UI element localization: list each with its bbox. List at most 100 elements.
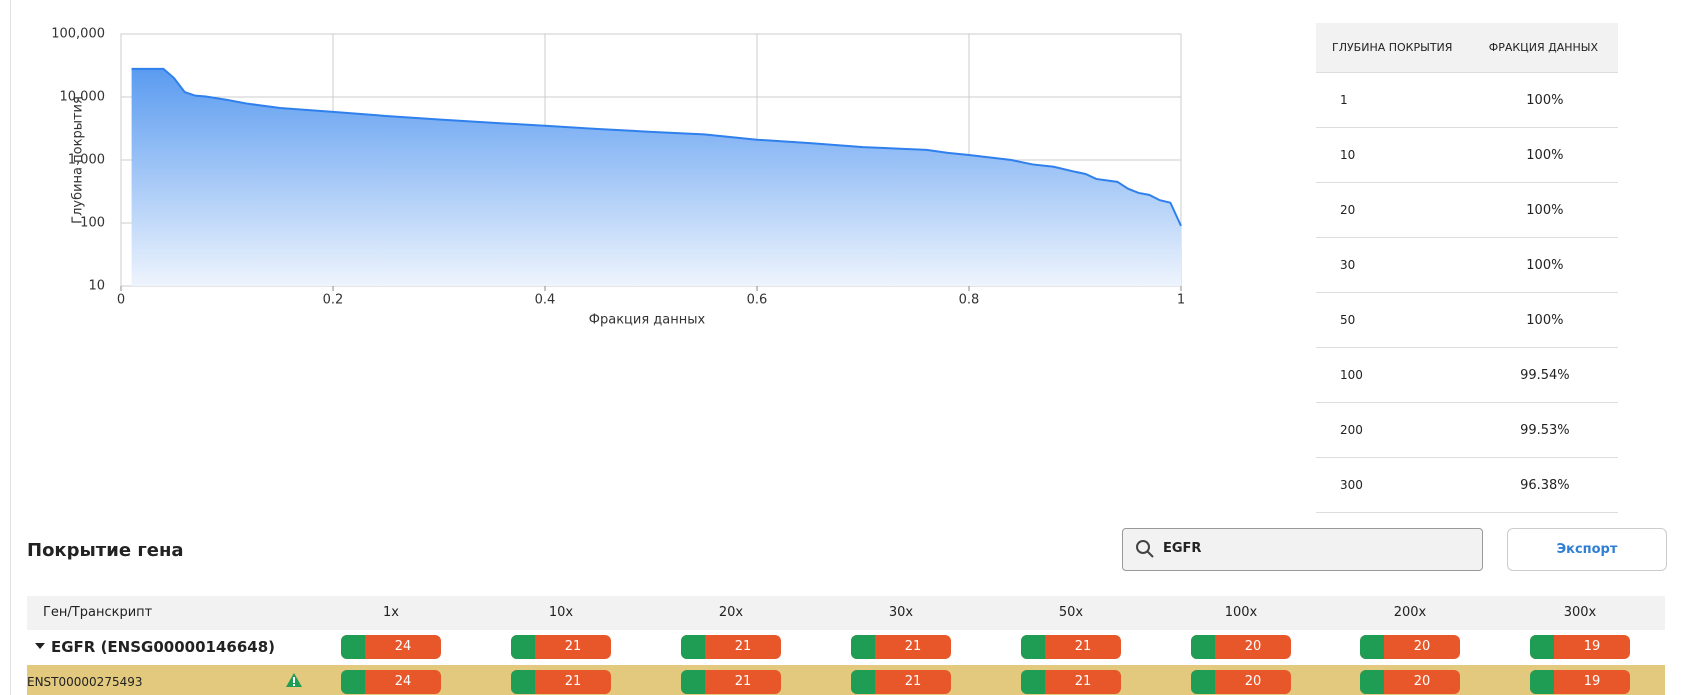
depth-cell: 300	[1316, 457, 1473, 513]
table-row: 30 100%	[1316, 237, 1618, 293]
covered-part	[681, 635, 705, 659]
depth-cell: 20	[1316, 182, 1473, 238]
column-header: 50x	[1058, 605, 1084, 620]
export-button[interactable]: Экспорт	[1507, 528, 1667, 571]
y-tick-label: 10,000	[60, 90, 106, 105]
line	[131, 67, 1182, 227]
warning-icon	[286, 673, 302, 687]
coverage-value: 21	[734, 674, 752, 689]
depth-cell: 30	[1316, 237, 1473, 293]
coverage-value: 21	[564, 674, 582, 689]
coverage-pill: 20	[1191, 670, 1291, 694]
depth-cell: 50	[1316, 292, 1473, 348]
coverage-value: 20	[1244, 639, 1262, 654]
table-row: 1 100%	[1316, 72, 1618, 128]
covered-part	[511, 635, 535, 659]
chart: Фракция данных Глубина покрытия 10 100 1,0…	[51, 27, 1185, 328]
coverage-pill: 20	[1360, 670, 1460, 694]
depth-table: ГЛУБИНА ПОКРЫТИЯ ФРАКЦИЯ ДАННЫХ 1 100% 10 100…	[1316, 23, 1618, 513]
y-tick-label: 100	[80, 216, 105, 231]
y-tick-label: 1,000	[68, 153, 105, 168]
search-icon	[1136, 540, 1154, 558]
y-tick-label: 10	[88, 279, 105, 294]
column-header: ФРАКЦИЯ ДАННЫХ	[1472, 23, 1618, 73]
fraction-cell: 100%	[1472, 292, 1618, 348]
fraction-cell: 99.53%	[1472, 402, 1618, 458]
y-axis-label: Глубина покрытия	[71, 96, 86, 224]
coverage-pill: 21	[511, 670, 611, 694]
coverage-value: 21	[1074, 639, 1092, 654]
x-tick-label: 0.4	[535, 293, 556, 308]
table-row: 200 99.53%	[1316, 402, 1618, 458]
column-header: 1x	[383, 605, 399, 620]
depth-cell: 100	[1316, 347, 1473, 403]
coverage-pill: 19	[1530, 635, 1630, 659]
coverage-value: 19	[1583, 674, 1601, 689]
covered-part	[1360, 670, 1384, 694]
coverage-value: 19	[1583, 639, 1601, 654]
depth-cell: 200	[1316, 402, 1473, 458]
x-axis-label: Фракция данных	[589, 313, 706, 328]
coverage-pill: 21	[851, 670, 951, 694]
search-box[interactable]: EGFR	[1122, 528, 1483, 571]
coverage-pill: 21	[1021, 670, 1121, 694]
x-tick-label: 1	[1177, 293, 1185, 308]
x-tick-label: 0.2	[323, 293, 344, 308]
fraction-cell: 100%	[1472, 72, 1618, 128]
covered-part	[1530, 635, 1554, 659]
fraction-cell: 99.54%	[1472, 347, 1618, 403]
coverage-value: 21	[734, 639, 752, 654]
coverage-pill: 19	[1530, 670, 1630, 694]
coverage-pill: 21	[681, 635, 781, 659]
covered-part	[341, 670, 365, 694]
search-text: EGFR	[1163, 541, 1202, 556]
coverage-value: 24	[394, 674, 412, 689]
table-row: 10 100%	[1316, 127, 1618, 183]
coverage-pill: 24	[341, 635, 441, 659]
coverage-pill: 21	[1021, 635, 1121, 659]
fraction-cell: 100%	[1472, 127, 1618, 183]
covered-part	[1021, 670, 1045, 694]
column-header: 20x	[718, 605, 744, 620]
coverage-pill: 24	[341, 670, 441, 694]
section-title: Покрытие гена	[27, 540, 184, 561]
column-header: 200x	[1393, 605, 1427, 620]
y-tick-label: 100,000	[51, 27, 105, 42]
column-header: 100x	[1224, 605, 1258, 620]
covered-part	[1191, 670, 1215, 694]
x-tick-label: 0.6	[747, 293, 768, 308]
covered-part	[341, 635, 365, 659]
header-row	[27, 596, 1665, 630]
gene-label: EGFR (ENSG00000146648)	[51, 638, 276, 656]
table-row: 300 96.38%	[1316, 457, 1618, 513]
fraction-cell: 100%	[1472, 237, 1618, 293]
column-header: 30x	[888, 605, 914, 620]
column-header: ГЛУБИНА ПОКРЫТИЯ	[1316, 23, 1473, 73]
depth-cell: 1	[1316, 72, 1473, 128]
x-tick-label: 0.8	[959, 293, 980, 308]
gene-table: Ген/Транскрипт 1x 10x 20x 30x 50x 100x 200x 300x…	[27, 596, 1665, 695]
coverage-value: 24	[394, 639, 412, 654]
covered-part	[1360, 635, 1384, 659]
coverage-value: 21	[1074, 674, 1092, 689]
coverage-value: 20	[1244, 674, 1262, 689]
coverage-value: 21	[564, 639, 582, 654]
coverage-pill: 21	[511, 635, 611, 659]
coverage-value: 21	[904, 674, 922, 689]
transcript-label: ENST00000275493	[27, 675, 143, 689]
area	[131, 68, 1182, 286]
covered-part	[851, 670, 875, 694]
coverage-value: 20	[1413, 674, 1431, 689]
covered-part	[1191, 635, 1215, 659]
table-row: 100 99.54%	[1316, 347, 1618, 403]
covered-part	[1530, 670, 1554, 694]
covered-part	[681, 670, 705, 694]
fraction-cell: 96.38%	[1472, 457, 1618, 513]
header-row: ГЛУБИНА ПОКРЫТИЯ ФРАКЦИЯ ДАННЫХ	[1316, 23, 1618, 73]
coverage-value: 21	[904, 639, 922, 654]
column-header: 300x	[1563, 605, 1597, 620]
expand-icon[interactable]	[34, 641, 46, 651]
covered-part	[851, 635, 875, 659]
covered-part	[511, 670, 535, 694]
